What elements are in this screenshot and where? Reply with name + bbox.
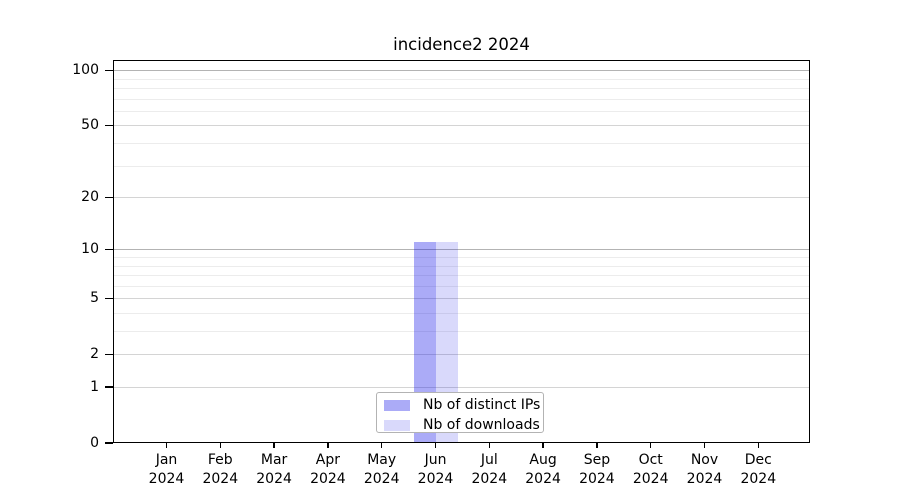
y-tick-label: 20 xyxy=(81,188,99,205)
x-tick-mark xyxy=(219,443,221,448)
x-tick-mark xyxy=(703,443,706,448)
x-tick-mark xyxy=(381,443,383,448)
x-tick-year: 2024 xyxy=(417,471,454,487)
legend-item-downloads: Nb of downloads xyxy=(384,417,543,433)
y-tick-label: 10 xyxy=(81,241,99,257)
x-tick-mark xyxy=(165,443,168,448)
minor-gridline xyxy=(114,111,809,113)
major-gridline xyxy=(114,353,809,355)
x-tick-label: Apr 2024 xyxy=(298,451,358,489)
x-tick-label: Nov 2024 xyxy=(675,451,735,489)
y-tick-mark xyxy=(105,69,113,72)
x-tick-year: 2024 xyxy=(579,471,615,487)
minor-gridline xyxy=(114,143,809,145)
major-gridline-emphasized xyxy=(114,69,809,72)
minor-gridline xyxy=(114,331,809,333)
major-gridline xyxy=(114,386,809,388)
x-tick-label: Jan 2024 xyxy=(137,451,197,489)
major-gridline xyxy=(114,125,809,127)
x-tick-year: 2024 xyxy=(148,471,185,487)
x-tick-year: 2024 xyxy=(202,471,239,487)
x-tick-year: 2024 xyxy=(740,471,777,487)
minor-gridline xyxy=(114,99,809,101)
x-tick-label: May 2024 xyxy=(352,451,412,489)
x-tick-mark xyxy=(757,443,759,448)
x-tick-label: Sep 2024 xyxy=(567,451,627,489)
x-tick-label: Jun 2024 xyxy=(406,451,466,489)
x-tick-month: Aug xyxy=(529,452,557,468)
y-tick-label: 100 xyxy=(72,62,99,79)
major-gridline xyxy=(114,196,809,198)
x-tick-label: Aug 2024 xyxy=(513,451,573,489)
x-tick-month: Oct xyxy=(638,452,663,468)
y-tick-label: 2 xyxy=(90,345,99,362)
minor-gridline xyxy=(114,313,809,315)
minor-gridline xyxy=(114,165,809,167)
x-tick-year: 2024 xyxy=(471,471,508,487)
minor-gridline xyxy=(114,265,809,267)
y-tick-mark xyxy=(105,353,113,356)
x-tick-month: Nov xyxy=(690,452,719,468)
y-tick-label: 50 xyxy=(81,117,99,134)
y-tick-mark xyxy=(105,386,113,388)
legend-swatch-downloads-icon xyxy=(384,419,410,431)
major-gridline xyxy=(114,297,809,299)
x-tick-label: Dec 2024 xyxy=(728,451,788,489)
minor-gridline xyxy=(114,285,809,287)
minor-gridline xyxy=(114,79,809,80)
y-tick-mark xyxy=(105,442,113,444)
x-tick-mark xyxy=(542,443,544,448)
x-tick-month: Apr xyxy=(315,452,340,468)
y-tick-mark xyxy=(105,125,113,127)
x-tick-mark xyxy=(596,443,598,448)
x-tick-month: May xyxy=(367,452,397,468)
x-tick-mark xyxy=(488,443,490,448)
legend-label-downloads: Nb of downloads xyxy=(423,417,540,433)
minor-gridline xyxy=(114,88,809,90)
minor-gridline xyxy=(114,257,809,259)
x-tick-month: Jul xyxy=(480,452,498,468)
x-tick-year: 2024 xyxy=(632,471,669,487)
x-tick-month: Feb xyxy=(207,452,233,468)
x-tick-month: Dec xyxy=(744,452,772,468)
minor-gridline xyxy=(114,275,809,277)
x-tick-month: Sep xyxy=(583,452,611,468)
x-tick-year: 2024 xyxy=(256,471,292,487)
x-tick-month: Mar xyxy=(260,452,288,468)
x-tick-label: Feb 2024 xyxy=(190,451,250,489)
y-tick-label: 1 xyxy=(90,378,99,395)
x-tick-year: 2024 xyxy=(310,471,346,487)
x-tick-label: Oct 2024 xyxy=(621,451,681,489)
x-tick-year: 2024 xyxy=(363,471,400,487)
legend-item-distinct-ips: Nb of distinct IPs xyxy=(384,397,543,413)
x-tick-label: Mar 2024 xyxy=(244,451,304,489)
legend: Nb of distinct IPs Nb of downloads xyxy=(376,392,544,433)
x-tick-mark xyxy=(273,443,275,448)
x-tick-year: 2024 xyxy=(525,471,561,487)
x-tick-mark xyxy=(434,443,437,448)
x-tick-month: Jan xyxy=(155,452,178,468)
x-tick-mark xyxy=(650,443,652,448)
x-tick-month: Jun xyxy=(424,452,447,468)
x-tick-year: 2024 xyxy=(686,471,723,487)
plot-frame xyxy=(113,60,810,443)
y-tick-mark xyxy=(105,248,113,251)
y-tick-label: 5 xyxy=(90,289,99,306)
y-tick-mark xyxy=(105,297,113,300)
major-gridline-emphasized xyxy=(114,248,809,251)
chart-title: incidence2 2024 xyxy=(393,35,530,54)
x-tick-mark xyxy=(327,443,329,448)
legend-label-distinct-ips: Nb of distinct IPs xyxy=(423,397,541,413)
y-tick-label: 0 xyxy=(90,434,99,451)
y-tick-mark xyxy=(105,196,113,199)
legend-swatch-distinct-ips-icon xyxy=(384,399,410,411)
x-tick-label: Jul 2024 xyxy=(459,451,519,489)
